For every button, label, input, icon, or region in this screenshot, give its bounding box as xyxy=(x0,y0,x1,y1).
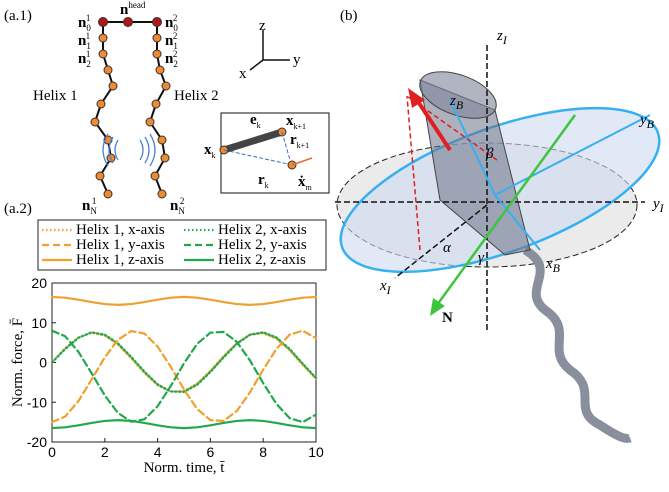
label-sub: m xyxy=(306,183,313,192)
label-sub: N xyxy=(178,206,185,216)
label-sub: I xyxy=(659,201,665,215)
label-sup: 2 xyxy=(180,196,185,206)
node-label: n12 xyxy=(165,31,178,51)
label-sub: k xyxy=(257,121,261,130)
label-sub: N xyxy=(90,206,97,216)
label-base: β xyxy=(485,146,494,162)
vector-label: yI xyxy=(651,196,665,215)
series-line xyxy=(52,420,316,428)
label-sup: 2 xyxy=(173,31,178,41)
label-sup: 1 xyxy=(92,196,97,206)
x-tick-label: 8 xyxy=(259,444,267,460)
helix-label: Helix 1 xyxy=(33,88,78,104)
node-label: nN1 xyxy=(82,196,97,216)
x-axis-label: Norm. time, t̄ xyxy=(144,460,226,476)
series-line xyxy=(52,331,316,422)
legend-label: Helix 2, x-axis xyxy=(218,222,307,238)
node-label: n22 xyxy=(165,49,178,69)
label-sub: B xyxy=(553,261,561,275)
label-base: N xyxy=(442,310,453,326)
y-tick-label: 10 xyxy=(31,315,47,331)
series-line xyxy=(52,332,316,392)
panel-label: (a.1) xyxy=(4,8,32,24)
inset-label: xk xyxy=(204,142,216,160)
axis-label: z xyxy=(259,18,266,34)
panel-label: (a.2) xyxy=(4,201,32,217)
series-line xyxy=(52,331,316,422)
label-sup: 2 xyxy=(173,49,178,59)
legend-label: Helix 1, z-axis xyxy=(76,252,164,268)
label-sup: head xyxy=(128,0,145,10)
axis-label: y xyxy=(293,52,301,68)
plot-box xyxy=(52,283,316,442)
panel-a1-art xyxy=(91,18,329,199)
panel-b-art xyxy=(321,42,669,438)
label-sup: 1 xyxy=(86,31,91,41)
label-sub: I xyxy=(502,33,508,47)
label-base: y xyxy=(638,112,647,128)
label-base: α xyxy=(443,240,452,256)
x-tick-label: 10 xyxy=(308,444,324,460)
x-tick-label: 4 xyxy=(154,444,162,460)
series-line xyxy=(52,333,316,392)
x-tick-label: 6 xyxy=(207,444,215,460)
label-sup: 1 xyxy=(86,13,91,23)
node-label: n11 xyxy=(78,31,91,51)
label-sub: k xyxy=(212,151,216,160)
label-sub: B xyxy=(456,98,464,112)
figure: (a.1)(a.2)(b)Helix 1Helix 2nheadn01n11n2… xyxy=(0,0,669,492)
node-label: n21 xyxy=(78,49,91,69)
x-tick-label: 2 xyxy=(101,444,109,460)
panel-label: (b) xyxy=(340,8,358,24)
y-tick-label: 0 xyxy=(39,355,47,371)
legend-label: Helix 2, y-axis xyxy=(218,237,307,253)
legend-label: Helix 1, y-axis xyxy=(76,237,165,253)
label-sup: 2 xyxy=(173,13,178,23)
helix-1 xyxy=(95,22,113,194)
helix-label: Helix 2 xyxy=(174,88,219,104)
vector-label: zI xyxy=(496,28,508,47)
label-sub: k+1 xyxy=(297,141,310,150)
label-sub: k xyxy=(265,181,269,190)
legend-label: Helix 1, x-axis xyxy=(76,222,165,238)
label-sub: 2 xyxy=(86,59,91,69)
y-tick-label: -20 xyxy=(27,434,47,450)
label-base: y xyxy=(651,196,660,212)
helix-tail xyxy=(525,250,630,438)
node-label: nN2 xyxy=(170,196,185,216)
x-tick-label: 0 xyxy=(48,444,56,460)
y-axis-label: Norm. force, F̄ xyxy=(10,318,26,407)
vector-label: β xyxy=(485,146,494,162)
label-sup: 1 xyxy=(86,49,91,59)
label-sub: I xyxy=(386,283,392,297)
node-label: n02 xyxy=(165,13,178,33)
label-sub: 2 xyxy=(173,59,178,69)
label-sub: B xyxy=(647,117,655,131)
triad xyxy=(250,30,290,70)
axis-label: x xyxy=(239,66,247,82)
node-label: nhead xyxy=(120,0,146,18)
vector-label: N xyxy=(442,310,453,326)
node-label: n01 xyxy=(78,13,91,33)
legend-label: Helix 2, z-axis xyxy=(218,252,306,268)
y-tick-label: 20 xyxy=(31,275,47,291)
y-tick-label: -10 xyxy=(27,394,47,410)
head-nodes xyxy=(99,18,162,27)
vector-label: xI xyxy=(379,278,392,297)
series-line xyxy=(52,297,316,305)
label-sub: k+1 xyxy=(294,122,307,131)
vector-label: α xyxy=(443,240,452,256)
